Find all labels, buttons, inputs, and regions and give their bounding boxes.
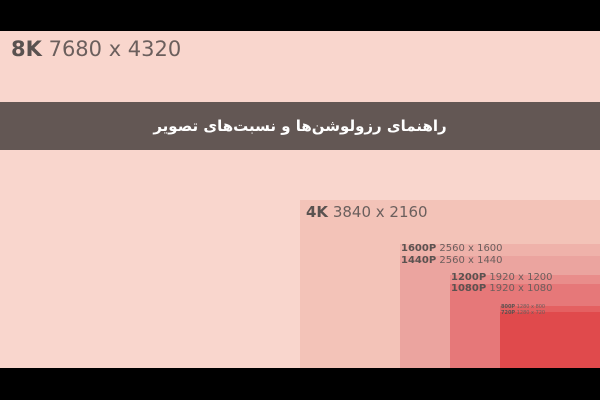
- label-8k: 8K 7680 x 4320: [11, 37, 182, 61]
- label-1440p: 1440P 2560 x 1440: [401, 255, 503, 266]
- label-1080p: 1080P 1920 x 1080: [451, 283, 553, 294]
- label-1200p: 1200P 1920 x 1200: [451, 272, 553, 283]
- box-720p: [500, 312, 600, 368]
- page-title: راهنمای رزولوشن‌ها و نسبت‌های تصویر: [153, 117, 447, 135]
- resolution-diagram: 8K 7680 x 4320 4K 3840 x 2160 1600P 2560…: [0, 31, 600, 368]
- title-band: راهنمای رزولوشن‌ها و نسبت‌های تصویر: [0, 102, 600, 150]
- label-800p: 800P 1280 x 800: [501, 304, 546, 310]
- label-1600p: 1600P 2560 x 1600: [401, 243, 503, 254]
- label-720p: 720P 1280 x 720: [501, 310, 546, 316]
- label-4k: 4K 3840 x 2160: [306, 203, 428, 221]
